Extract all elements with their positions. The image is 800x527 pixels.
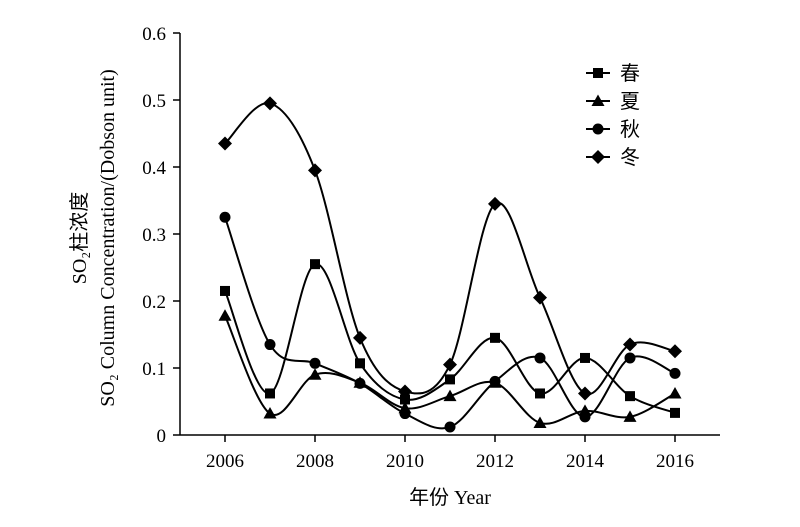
legend-label: 秋 [620, 117, 640, 141]
data-point-circle [669, 367, 681, 379]
data-point-square [580, 352, 590, 363]
x-tick-label: 2010 [386, 451, 424, 472]
y-tick-label: 0.2 [142, 292, 166, 313]
data-point-square [535, 388, 545, 399]
data-point-square [625, 391, 635, 402]
data-point-square [220, 285, 230, 296]
y-tick-label: 0.5 [142, 91, 166, 112]
data-point-triangle [308, 368, 322, 380]
data-point-square [400, 394, 410, 405]
data-point-triangle [263, 407, 277, 419]
data-point-circle [399, 408, 411, 420]
legend-marker-circle [592, 123, 604, 135]
data-point-diamond [398, 384, 412, 399]
data-point-circle [489, 375, 501, 387]
x-tick-label: 2012 [476, 451, 514, 472]
data-point-square [445, 374, 455, 385]
y-tick-label: 0.1 [142, 359, 166, 380]
legend-item: 春 [586, 61, 640, 85]
data-point-square [490, 332, 500, 343]
data-point-triangle [623, 410, 637, 422]
data-point-square [355, 358, 365, 369]
y-tick-label: 0 [157, 426, 167, 447]
y-tick-label: 0.4 [142, 158, 166, 179]
data-point-circle [534, 352, 546, 364]
legend-marker-diamond [591, 150, 605, 164]
data-point-circle [264, 339, 276, 351]
legend-item: 秋 [586, 117, 640, 141]
y-tick-label: 0.6 [142, 24, 166, 45]
data-point-diamond [353, 330, 367, 345]
legend-label: 春 [620, 61, 640, 85]
y-axis-title-line1: SO₂柱浓度 [68, 192, 91, 285]
data-point-circle [219, 211, 231, 223]
x-tick-label: 2008 [296, 451, 334, 472]
data-point-diamond [578, 386, 592, 401]
y-axis-title-line2: SO₂ Column Concentration/(Dobson unit) [97, 69, 119, 407]
data-point-circle [579, 411, 591, 423]
legend-marker-triangle [591, 94, 605, 106]
series-square [220, 259, 680, 418]
data-point-square [265, 388, 275, 399]
data-point-diamond [263, 96, 277, 111]
data-point-triangle [533, 416, 547, 428]
data-point-circle [309, 357, 321, 369]
legend-label: 夏 [620, 89, 640, 113]
x-ticks: 2006 2008 2010 2012 2014 2016 [206, 435, 694, 472]
y-axis-title: SO₂柱浓度 SO₂ Column Concentration/(Dobson … [68, 69, 119, 407]
data-point-diamond [443, 357, 457, 372]
data-point-diamond [488, 196, 502, 211]
legend-marker-square [593, 68, 603, 78]
data-point-triangle [218, 309, 232, 321]
data-point-square [310, 259, 320, 270]
data-point-diamond [218, 136, 232, 151]
y-ticks: 0 0.1 0.2 0.3 0.4 0.5 0.6 [142, 24, 180, 447]
data-point-circle [624, 352, 636, 364]
data-point-diamond [533, 290, 547, 305]
x-tick-label: 2016 [656, 451, 694, 472]
data-point-triangle [443, 389, 457, 402]
legend-item: 夏 [586, 89, 640, 113]
data-point-square [670, 407, 680, 418]
x-tick-label: 2014 [566, 451, 605, 472]
legend-item: 冬 [586, 145, 640, 169]
data-point-diamond [623, 337, 637, 352]
series-diamond [218, 96, 682, 401]
legend-label: 冬 [620, 145, 640, 169]
series-circle [219, 211, 681, 433]
data-point-diamond [668, 344, 682, 359]
data-point-triangle [668, 386, 682, 399]
data-point-circle [444, 421, 456, 433]
x-tick-label: 2006 [206, 451, 244, 472]
x-axis-title: 年份 Year [409, 486, 491, 509]
data-point-diamond [308, 163, 322, 178]
series-layer [218, 96, 682, 433]
series-line [224, 102, 676, 396]
y-tick-label: 0.3 [142, 225, 166, 246]
data-point-circle [354, 377, 366, 389]
